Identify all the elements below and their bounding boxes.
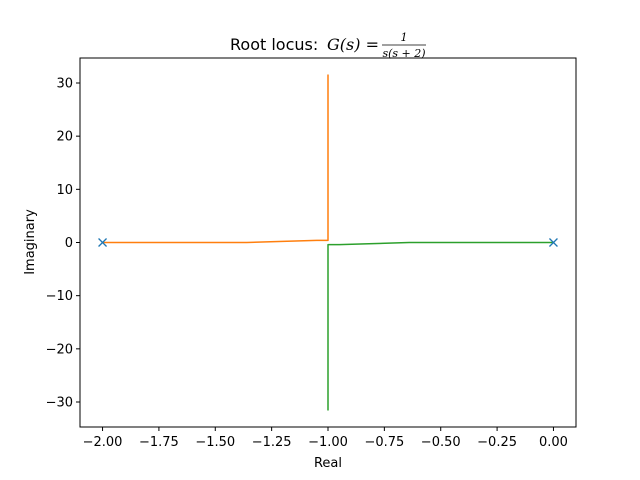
axis-ticks: −2.00 −1.75 −1.50 −1.25 −1.00 −0.75 −0.50 −0.25… <box>46 76 568 450</box>
y-tick-label: −10 <box>46 289 73 304</box>
y-tick-label: −30 <box>46 396 73 411</box>
x-tick-label: 0.00 <box>539 435 568 450</box>
x-tick-label: −1.50 <box>195 435 235 450</box>
title-function: G(s) = <box>327 35 379 54</box>
title-numerator: 1 <box>401 31 408 44</box>
x-tick-label: −0.75 <box>364 435 404 450</box>
y-tick-label: 30 <box>56 76 73 91</box>
pole-marker <box>548 238 558 247</box>
x-tick-label: −2.00 <box>83 435 123 450</box>
chart-title: Root locus: G(s) = 1 s(s + 2) <box>230 31 426 60</box>
y-axis-label: Imaginary <box>23 209 38 275</box>
title-denominator: s(s + 2) <box>382 47 425 60</box>
x-tick-label: −0.50 <box>421 435 461 450</box>
title-prefix: Root locus: <box>230 35 318 54</box>
plot-frame <box>79 57 577 428</box>
pole-markers <box>98 238 558 247</box>
series-layer <box>102 74 554 411</box>
x-tick-label: −1.25 <box>252 435 292 450</box>
x-tick-label: −0.25 <box>477 435 517 450</box>
y-tick-label: 0 <box>65 236 73 251</box>
pole-marker <box>98 238 108 247</box>
locus-branch-1 <box>102 74 329 244</box>
locus-branch-2 <box>327 241 554 411</box>
y-tick-label: 20 <box>56 130 73 145</box>
x-tick-label: −1.75 <box>139 435 179 450</box>
y-tick-label: 10 <box>56 183 73 198</box>
x-tick-label: −1.00 <box>308 435 348 450</box>
x-axis-label: Real <box>314 456 342 471</box>
y-tick-label: −20 <box>46 342 73 357</box>
